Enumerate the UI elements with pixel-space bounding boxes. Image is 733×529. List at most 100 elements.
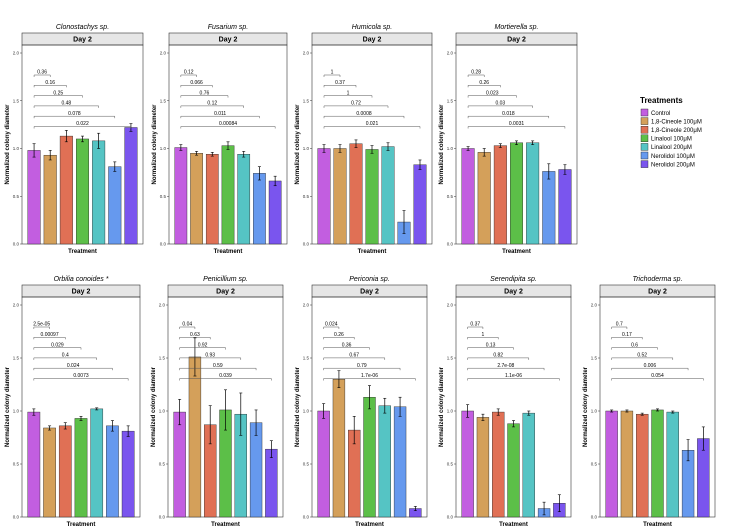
x-axis-title: Treatment (499, 522, 528, 528)
p-value-label: 0.36 (37, 70, 47, 76)
bar (190, 153, 203, 245)
significance-bracket (179, 367, 257, 371)
p-value-label: 0.79 (357, 363, 367, 369)
significance-bracket (33, 74, 51, 77)
facet-panel: Fusarium sp. Day 2 0.0 0.5 1.0 1.5 2.0 Normaliz… (152, 24, 288, 255)
strip-label: Day 2 (507, 37, 526, 44)
y-tick-label: 1.0 (447, 146, 454, 151)
significance-bracket (180, 74, 197, 77)
y-tick-label: 1.0 (13, 146, 20, 151)
significance-bracket (180, 126, 276, 129)
y-tick-label: 2.0 (591, 303, 598, 308)
significance-bracket (33, 378, 129, 381)
x-axis-title: Treatment (67, 522, 96, 528)
bar (476, 417, 490, 518)
bar (666, 411, 679, 518)
bar (174, 147, 188, 245)
significance-bracket (323, 357, 386, 360)
p-value-label: 0.25 (53, 90, 63, 96)
p-value-label: 0.03 (495, 101, 505, 107)
y-tick-label: 0.5 (160, 194, 167, 199)
y-tick-label: 2.0 (303, 303, 310, 308)
significance-bracket (467, 126, 566, 129)
bar (413, 164, 427, 245)
bar (620, 410, 634, 518)
significance-bracket (467, 337, 499, 340)
p-value-label: 0.006 (644, 363, 657, 369)
y-tick-label: 2.0 (160, 51, 167, 56)
significance-bracket (33, 367, 113, 371)
y-tick-label: 2.0 (447, 303, 454, 308)
bar (317, 410, 330, 518)
facet-panel: Serendipita sp. Day 2 0.0 0.5 1.0 1.5 2.0 Norma… (439, 276, 572, 528)
y-tick-label: 1.5 (303, 356, 310, 361)
y-tick-label: 0.0 (13, 515, 20, 520)
p-value-label: 0.7 (616, 322, 623, 328)
significance-bracket (467, 347, 514, 350)
y-tick-label: 0.0 (303, 242, 310, 247)
significance-bracket (467, 105, 533, 108)
bar (542, 171, 556, 245)
significance-bracket (467, 326, 484, 329)
bar (27, 411, 41, 518)
x-axis-title: Treatment (355, 522, 384, 528)
legend-swatch (640, 160, 649, 168)
x-axis-title: Treatment (211, 522, 240, 528)
significance-bracket (611, 326, 628, 329)
x-axis-title: Treatment (358, 249, 387, 255)
bar (268, 180, 282, 245)
significance-bracket (323, 95, 373, 98)
legend-label: 1,8-Cineole 100μM (651, 119, 702, 125)
panel-title: Penicillium sp. (203, 276, 248, 283)
significance-bracket (611, 337, 643, 340)
y-tick-label: 0.0 (447, 515, 454, 520)
p-value-label: 0.00084 (219, 121, 237, 127)
bar (59, 135, 73, 245)
y-tick-label: 2.0 (159, 303, 166, 308)
bar (173, 411, 186, 518)
panel-title: Trichoderma sp. (632, 276, 682, 283)
bar (205, 154, 219, 245)
bar (90, 408, 104, 518)
significance-bracket (323, 367, 401, 371)
bar (526, 142, 540, 245)
significance-bracket (180, 95, 229, 98)
y-tick-label: 1.0 (160, 146, 167, 151)
p-value-label: 0.04 (182, 322, 192, 328)
significance-bracket (323, 337, 355, 340)
significance-bracket (179, 357, 242, 360)
p-value-label: 0.63 (190, 332, 200, 338)
legend-label: Linalool 200μM (651, 145, 692, 151)
p-value-label: 0.52 (637, 353, 647, 359)
legend-swatch (640, 143, 649, 151)
significance-bracket (467, 378, 560, 381)
bar (349, 143, 363, 245)
p-value-label: 0.37 (470, 322, 480, 328)
bar (363, 397, 376, 518)
y-tick-label: 1.0 (159, 409, 166, 414)
y-axis-title: Normalized colony diameter (5, 366, 11, 447)
y-axis-title: Normalized colony diameter (152, 104, 158, 185)
y-tick-label: 0.0 (13, 242, 20, 247)
bar (393, 406, 407, 518)
legend-title: Treatments (640, 96, 683, 105)
p-value-label: 0.37 (335, 80, 345, 86)
y-tick-label: 0.5 (591, 462, 598, 467)
significance-bracket (179, 326, 196, 329)
significance-bracket (323, 85, 357, 88)
significance-bracket (33, 337, 66, 340)
p-value-label: 0.13 (486, 342, 496, 348)
legend-swatch (640, 117, 649, 125)
strip-label: Day 2 (363, 37, 382, 44)
y-tick-label: 0.5 (303, 462, 310, 467)
p-value-label: 1 (347, 90, 350, 96)
p-value-label: 0.82 (493, 353, 503, 359)
y-tick-label: 0.0 (447, 242, 454, 247)
y-tick-label: 0.5 (13, 462, 20, 467)
significance-bracket (33, 126, 132, 129)
bar (558, 169, 572, 245)
bar (507, 423, 520, 518)
strip-label: Day 2 (360, 289, 379, 296)
significance-bracket (467, 367, 545, 371)
bar (221, 145, 235, 245)
